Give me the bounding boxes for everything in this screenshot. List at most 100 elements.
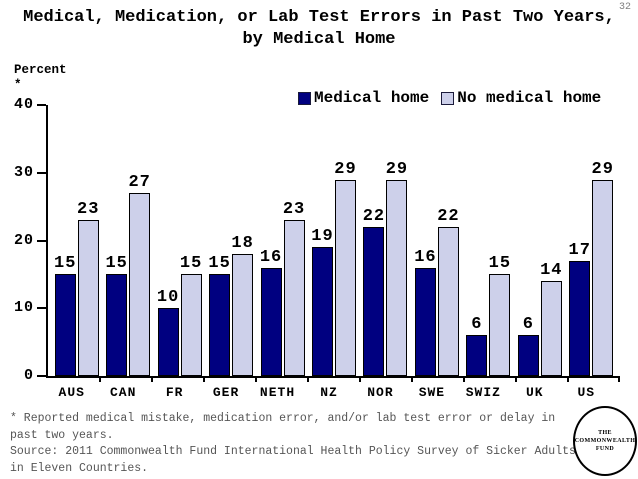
x-axis-tick bbox=[359, 376, 361, 382]
x-axis-label-aus: AUS bbox=[58, 385, 85, 400]
bar-value-label: 16 bbox=[259, 247, 283, 267]
bar-value-label: 27 bbox=[128, 173, 151, 193]
footnote-line: past two years. bbox=[10, 428, 114, 442]
legend-label-no-medical-home: No medical home bbox=[457, 89, 602, 107]
bar-medical-home-neth: 16 bbox=[260, 248, 282, 376]
y-axis-footnote-marker: * bbox=[14, 78, 22, 92]
medical-home-swatch-icon bbox=[298, 91, 311, 105]
bar-no-medical-home-swiz: 15 bbox=[489, 254, 511, 376]
bar-group-swe: 16 22 bbox=[414, 105, 459, 376]
bar-value-label: 15 bbox=[488, 254, 512, 274]
bar-value-label: 22 bbox=[437, 206, 460, 226]
bar-group-us: 17 29 bbox=[569, 105, 614, 376]
logo-line: COMMONWEALTH bbox=[574, 438, 636, 444]
bar-medical-home-swe: 16 bbox=[414, 248, 436, 376]
footnote-line: Source: 2011 Commonwealth Fund Internati… bbox=[10, 445, 576, 458]
plot-area: 15 23 15 27 10 15 15 18 16 23 19 29 22 29 16 22 6 15 6 14 17… bbox=[14, 96, 620, 384]
bar-value-label: 16 bbox=[414, 247, 437, 267]
x-axis-label-swiz: SWIZ bbox=[465, 385, 501, 400]
x-axis-tick bbox=[203, 376, 205, 382]
bar-group-aus: 15 23 bbox=[54, 105, 99, 376]
x-axis-tick bbox=[255, 376, 257, 382]
bar-no-medical-home-us: 29 bbox=[592, 160, 614, 376]
commonwealth-fund-logo: THE COMMONWEALTH FUND bbox=[573, 406, 637, 476]
bar-value-label: 29 bbox=[334, 159, 357, 179]
bar-value-label: 18 bbox=[231, 234, 254, 254]
x-axis-label-can: CAN bbox=[109, 385, 137, 400]
bar-medical-home-uk: 6 bbox=[517, 315, 539, 376]
x-axis-tick bbox=[151, 376, 153, 382]
x-axis-tick bbox=[307, 376, 309, 382]
x-axis-label-nor: NOR bbox=[367, 385, 394, 400]
legend-item-medical-home: Medical home bbox=[298, 89, 429, 107]
bar-value-label: 15 bbox=[105, 254, 128, 274]
bar-no-medical-home-aus: 23 bbox=[77, 200, 99, 376]
bar-group-can: 15 27 bbox=[105, 105, 151, 376]
bar-value-label: 15 bbox=[208, 254, 231, 274]
bar-value-label: 29 bbox=[385, 159, 409, 179]
bar-value-label: 6 bbox=[522, 315, 534, 335]
bar-no-medical-home-nor: 29 bbox=[386, 160, 408, 376]
y-axis-tick bbox=[37, 104, 46, 106]
bar-medical-home-ger: 15 bbox=[208, 254, 231, 376]
bar-value-label: 23 bbox=[77, 200, 100, 220]
bar-group-swiz: 6 15 bbox=[466, 105, 511, 376]
x-axis-tick bbox=[618, 376, 620, 382]
bar-value-label: 6 bbox=[471, 315, 483, 335]
x-axis-label-swe: SWE bbox=[418, 385, 446, 400]
bar-no-medical-home-can: 27 bbox=[128, 173, 151, 376]
x-axis-tick bbox=[411, 376, 413, 382]
bar-value-label: 19 bbox=[311, 227, 334, 247]
bar-no-medical-home-neth: 23 bbox=[283, 200, 305, 376]
legend-item-no-medical-home: No medical home bbox=[441, 89, 601, 107]
x-axis-label-us: US bbox=[577, 385, 596, 400]
bar-medical-home-us: 17 bbox=[569, 241, 591, 376]
bar-value-label: 17 bbox=[568, 240, 591, 260]
bar-group-fr: 10 15 bbox=[157, 105, 202, 376]
y-axis-caption-text: Percent bbox=[14, 63, 67, 77]
x-axis-label-fr: FR bbox=[165, 385, 184, 400]
bar-medical-home-can: 15 bbox=[105, 254, 128, 376]
bar-no-medical-home-uk: 14 bbox=[540, 261, 562, 376]
logo-line: FUND bbox=[595, 446, 615, 452]
bar-value-label: 15 bbox=[179, 254, 203, 274]
bar-medical-home-fr: 10 bbox=[157, 288, 179, 376]
bar-medical-home-swiz: 6 bbox=[466, 315, 488, 376]
x-axis-label-uk: UK bbox=[526, 385, 544, 400]
chart-title-line2: by Medical Home bbox=[242, 30, 396, 49]
chart-title: Medical, Medication, or Lab Test Errors … bbox=[0, 7, 638, 51]
x-axis-tick bbox=[99, 376, 101, 382]
bar-medical-home-nor: 22 bbox=[363, 207, 385, 376]
bar-no-medical-home-ger: 18 bbox=[231, 234, 254, 376]
y-axis-tick-label: 20 bbox=[13, 231, 34, 249]
bar-medical-home-nz: 19 bbox=[311, 227, 333, 376]
y-axis-tick-label: 30 bbox=[13, 163, 34, 181]
footnote: * Reported medical mistake, medication e… bbox=[10, 411, 585, 477]
bar-no-medical-home-fr: 15 bbox=[180, 254, 202, 376]
y-axis-tick bbox=[37, 375, 46, 377]
legend: Medical home No medical home bbox=[298, 89, 601, 107]
bar-group-uk: 6 14 bbox=[517, 105, 562, 376]
bar-value-label: 23 bbox=[282, 200, 306, 220]
x-axis-label-ger: GER bbox=[212, 385, 240, 400]
x-axis-tick bbox=[515, 376, 517, 382]
x-axis-label-neth: NETH bbox=[259, 385, 296, 400]
footnote-line: * Reported medical mistake, medication e… bbox=[10, 412, 556, 425]
y-axis-tick bbox=[37, 239, 46, 242]
bar-value-label: 14 bbox=[540, 261, 563, 281]
bar-group-ger: 15 18 bbox=[208, 105, 254, 376]
x-axis-labels: AUS CAN FR GER NETH NZ NOR SWE SWIZ UK US bbox=[46, 385, 612, 400]
y-axis-tick-label: 40 bbox=[13, 96, 34, 113]
bar-no-medical-home-nz: 29 bbox=[334, 160, 356, 376]
x-axis-tick bbox=[567, 376, 569, 382]
bar-medical-home-aus: 15 bbox=[54, 254, 76, 376]
y-axis-tick-label: 10 bbox=[13, 299, 34, 317]
bar-group-neth: 16 23 bbox=[260, 105, 305, 376]
bar-group-nor: 22 29 bbox=[363, 105, 408, 376]
y-axis-tick bbox=[37, 307, 46, 310]
legend-label-medical-home: Medical home bbox=[314, 89, 430, 107]
bar-value-label: 22 bbox=[362, 206, 386, 226]
bar-no-medical-home-swe: 22 bbox=[437, 207, 459, 376]
bar-value-label: 15 bbox=[54, 254, 77, 274]
bar-group-nz: 19 29 bbox=[311, 105, 356, 376]
